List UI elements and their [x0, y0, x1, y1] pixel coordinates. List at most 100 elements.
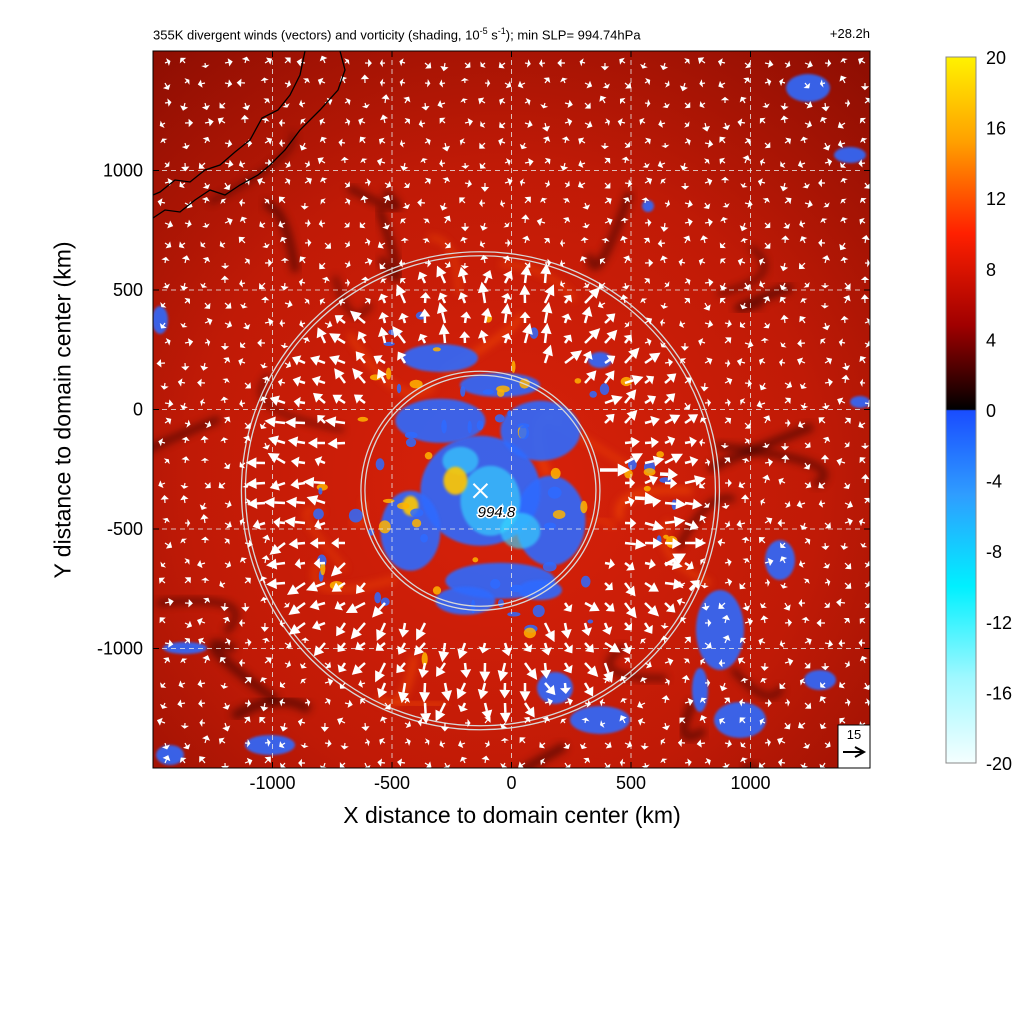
- wind-vector: [160, 682, 167, 688]
- wind-vector: [240, 114, 250, 124]
- wind-vector: [184, 419, 191, 428]
- x-tick-label: 1000: [730, 773, 770, 793]
- wind-vector: [644, 99, 651, 108]
- wind-vector: [300, 637, 310, 644]
- wind-vector: [784, 60, 791, 68]
- wind-vector: [837, 121, 846, 129]
- wind-vector: [724, 739, 732, 748]
- wind-vector: [160, 561, 167, 568]
- wind-vector: [679, 320, 686, 329]
- wind-vector: [699, 482, 706, 489]
- vorticity-speckle: [382, 498, 395, 504]
- wind-vector: [499, 97, 506, 106]
- wind-vector: [818, 238, 826, 248]
- wind-vector: [719, 136, 726, 144]
- wind-vector: [252, 519, 266, 530]
- wind-vector: [720, 442, 729, 449]
- wind-vector: [779, 182, 789, 192]
- low-vorticity-band: [0, 395, 93, 410]
- wind-vector: [864, 317, 870, 326]
- wind-vector: [439, 202, 448, 211]
- wind-vector: [798, 721, 806, 729]
- wind-vector: [582, 282, 590, 288]
- y-tick-label: 0: [133, 400, 143, 420]
- wind-vector: [700, 658, 706, 666]
- wind-vector: [477, 682, 489, 700]
- wind-vector: [184, 118, 194, 128]
- wind-vector: [759, 117, 766, 124]
- wind-vector: [740, 398, 746, 406]
- wind-vector: [803, 578, 810, 584]
- wind-vector: [220, 682, 229, 689]
- wind-vector: [397, 642, 407, 655]
- wind-vector: [784, 381, 793, 389]
- wind-vector: [664, 358, 673, 367]
- wind-vector: [262, 242, 270, 249]
- wind-vector: [760, 662, 769, 671]
- wind-vector: [523, 702, 535, 718]
- wind-vector: [783, 602, 791, 611]
- vorticity-speckle: [397, 502, 410, 510]
- wind-vector: [624, 179, 633, 188]
- vorticity-speckle: [348, 508, 363, 523]
- wind-vector: [324, 697, 331, 706]
- vorticity-speckle: [627, 459, 637, 470]
- wind-vector: [520, 265, 532, 284]
- wind-vector: [440, 722, 450, 732]
- wind-vector: [302, 78, 310, 84]
- wind-vector: [261, 296, 270, 304]
- wind-vector: [317, 157, 326, 165]
- wind-vector: [604, 355, 616, 365]
- wind-vector: [262, 376, 271, 384]
- vorticity-speckle: [587, 619, 594, 624]
- wind-vector: [197, 560, 206, 569]
- wind-vector: [288, 601, 306, 615]
- wind-vector: [679, 617, 687, 624]
- vorticity-speckle: [316, 483, 328, 491]
- wind-vector: [540, 263, 552, 284]
- wind-vector: [604, 157, 611, 164]
- wind-vector: [718, 602, 726, 609]
- wind-vector: [722, 762, 730, 768]
- wind-vector: [181, 456, 190, 464]
- wind-vector: [820, 338, 826, 345]
- wind-vector: [780, 262, 789, 272]
- wind-vector: [244, 638, 252, 647]
- wind-vector: [722, 635, 731, 644]
- wind-vector: [309, 537, 326, 549]
- wind-vector: [644, 455, 665, 467]
- wind-vector: [480, 254, 489, 264]
- wind-vector: [657, 239, 666, 248]
- wind-vector: [204, 420, 212, 429]
- wind-vector: [160, 302, 167, 308]
- wind-vector: [579, 742, 588, 750]
- wind-vector: [799, 678, 806, 686]
- wind-vector: [623, 657, 631, 664]
- wind-vector: [699, 515, 707, 524]
- wind-vector: [236, 78, 246, 88]
- wind-vector: [584, 120, 593, 129]
- wind-vector: [245, 478, 266, 490]
- wind-vector: [158, 577, 166, 584]
- wind-vector: [244, 539, 253, 548]
- wind-vector: [419, 682, 431, 704]
- wind-vector: [764, 738, 771, 747]
- wind-vector: [238, 160, 246, 169]
- wind-vector: [744, 199, 753, 208]
- wind-vector: [260, 362, 268, 369]
- wind-vector: [460, 311, 472, 324]
- low-vorticity-band: [230, 696, 313, 721]
- wind-vector: [184, 577, 191, 584]
- wind-vector: [417, 333, 428, 344]
- wind-vector: [736, 519, 746, 528]
- wind-vector: [304, 219, 311, 228]
- wind-vector: [240, 302, 248, 309]
- wind-vector: [382, 222, 391, 230]
- vorticity-speckle: [467, 420, 472, 434]
- wind-vector: [683, 235, 691, 244]
- wind-vector: [259, 576, 268, 584]
- wind-vector: [584, 80, 593, 89]
- wind-vector: [818, 499, 826, 508]
- wind-vector: [859, 457, 866, 464]
- colorbar: [945, 56, 977, 764]
